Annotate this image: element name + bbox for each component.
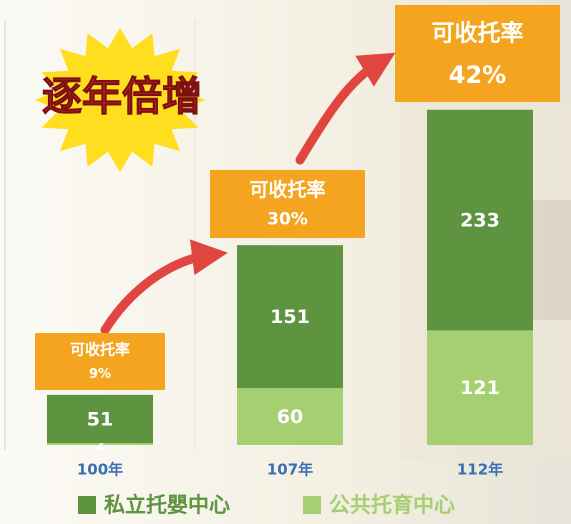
chart-title: 逐年倍增 [42, 73, 202, 120]
coverage-title: 可收托率 [432, 20, 524, 47]
value-label: 121 [460, 377, 500, 399]
coverage-title: 可收托率 [249, 178, 325, 201]
coverage-label: 30% [267, 210, 308, 230]
value-label: 233 [460, 210, 500, 232]
x-tick-label: 112年 [457, 461, 503, 479]
x-tick-label: 100年 [77, 461, 123, 479]
chart: 逐年倍增251100年可收托率9%60151107年可收托率30%1212331… [0, 0, 571, 524]
legend-label: 私立托嬰中心 [104, 493, 230, 517]
x-tick-label: 107年 [267, 461, 313, 479]
coverage-title: 可收托率 [70, 341, 130, 359]
background-panel [530, 200, 571, 320]
value-label: 151 [270, 306, 310, 328]
coverage-label: 42% [449, 61, 506, 89]
legend-label: 公共托育中心 [329, 493, 455, 517]
value-label: 60 [277, 406, 303, 428]
coverage-label: 9% [89, 367, 111, 382]
legend-swatch [303, 496, 321, 514]
legend-swatch [78, 496, 96, 514]
value-label: 51 [87, 408, 113, 430]
